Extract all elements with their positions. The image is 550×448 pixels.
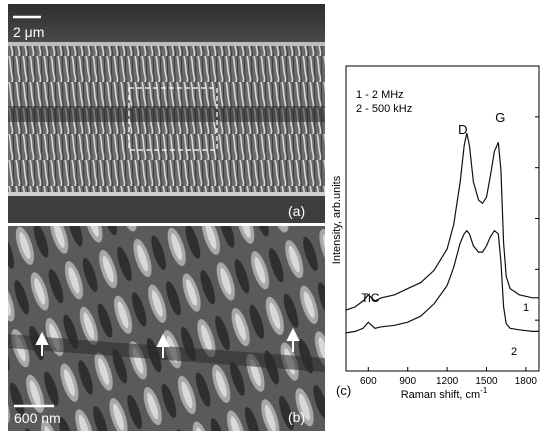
x-tick-label: 1500 — [475, 376, 498, 387]
panel-c-label: (c) — [336, 383, 351, 398]
x-tick-label: 1800 — [515, 376, 538, 387]
y-axis-label: Intensity, arb.units — [331, 175, 343, 264]
annotation-g: G — [495, 110, 505, 125]
series-label-1: 1 — [523, 302, 529, 314]
series-line-2 — [345, 229, 539, 334]
legend-entry-2: 2 - 500 kHz — [356, 103, 412, 115]
arrow-icon — [286, 327, 300, 352]
annotation-d: D — [458, 122, 467, 137]
series-label-2: 2 — [511, 346, 517, 358]
scale-bar-a-label: 2 μm — [13, 24, 44, 40]
x-tick-label: 900 — [399, 376, 416, 387]
arrow-icon — [156, 333, 170, 358]
x-tick-label: 600 — [360, 376, 377, 387]
raman-chart: 600 900 1200 1500 1800 1 - 2 MHz 2 - 500 kHz… — [331, 65, 540, 401]
x-axis-label: Raman shift, cm-1 — [401, 386, 488, 401]
panel-a-label: (a) — [288, 203, 305, 219]
sem-image-b: 600 nm (b) — [8, 226, 325, 431]
annotation-tic: TiC — [361, 291, 380, 305]
sem-image-a: 2 μm (a) — [8, 4, 325, 223]
x-axis-label-sup: -1 — [480, 386, 488, 395]
legend-entry-1: 1 - 2 MHz — [356, 89, 404, 101]
zoom-region-box — [128, 87, 218, 151]
panel-b-label: (b) — [288, 409, 305, 425]
arrow-icon — [35, 331, 49, 356]
x-tick-label: 1200 — [436, 376, 459, 387]
scale-bar-b-label: 600 nm — [14, 410, 61, 426]
series-line-1 — [345, 132, 539, 311]
